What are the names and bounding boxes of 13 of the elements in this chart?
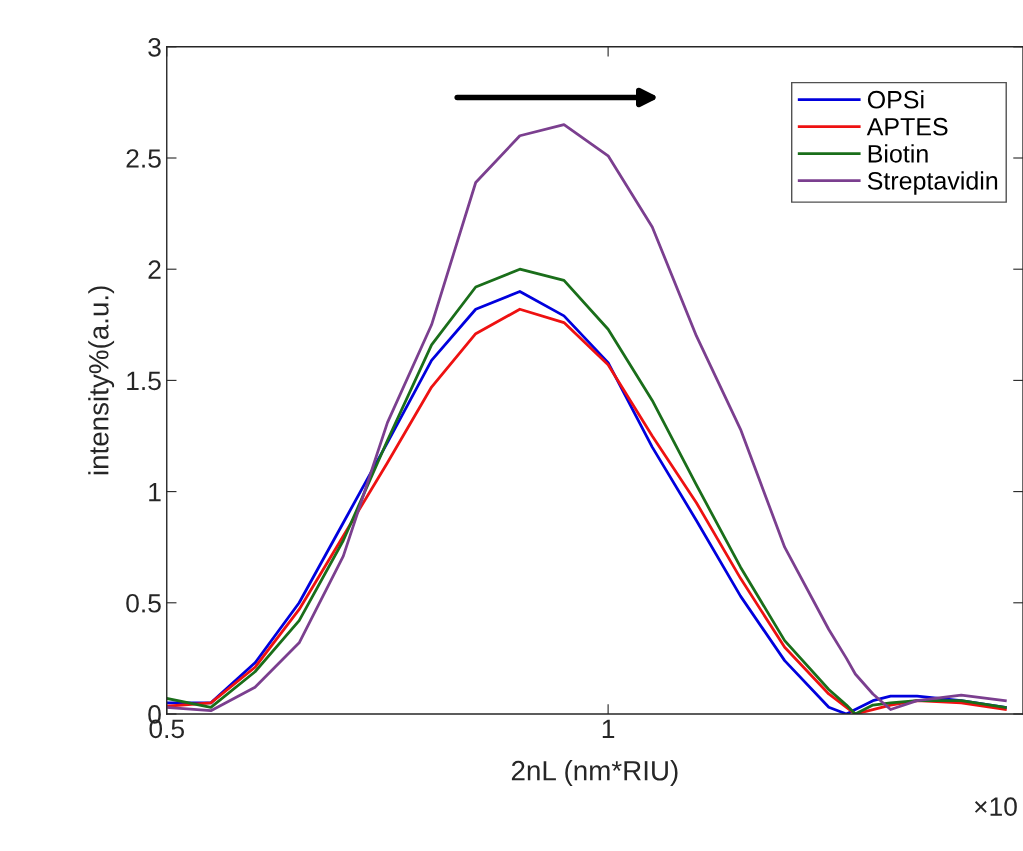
legend-label: APTES (866, 117, 948, 136)
legend-label: OPSi (867, 90, 924, 109)
y-tick-label: 1.5 (127, 371, 161, 391)
legend-label: Streptavidin (867, 171, 998, 195)
y-tick-label: 2 (148, 260, 161, 279)
text: ×10 (974, 797, 1017, 816)
y-axis-title: intensity%(a.u.) (88, 286, 115, 475)
y-tick-label: 2.5 (126, 149, 161, 168)
y-tick-label: 0.5 (126, 593, 161, 613)
y-tick-label: 1 (149, 483, 161, 502)
y-tick-label: 3 (148, 37, 161, 57)
x-axis-title: 2nL (nm*RIU) (511, 760, 678, 786)
legend-label: Biotin (868, 144, 928, 163)
